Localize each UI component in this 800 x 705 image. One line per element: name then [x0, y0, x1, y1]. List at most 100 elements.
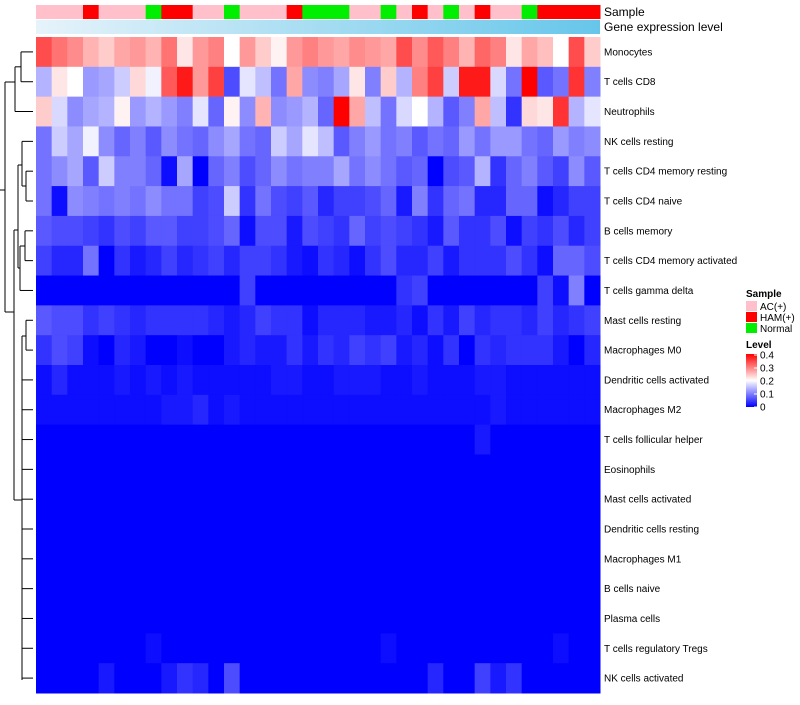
heatmap-cell [412, 156, 429, 187]
heatmap-cell [83, 186, 100, 217]
heatmap-cell [302, 126, 319, 157]
heatmap-cell [349, 484, 366, 515]
heatmap-cell [114, 245, 131, 277]
heatmap-cell [553, 394, 570, 426]
heatmap-cell [114, 514, 131, 545]
heatmap-cell [333, 484, 350, 515]
heatmap-cell [365, 275, 382, 306]
heatmap-cell [333, 186, 350, 217]
heatmap-cell [271, 37, 288, 68]
heatmap-cell [490, 186, 507, 217]
heatmap-cell [333, 126, 350, 157]
heatmap-cell [349, 633, 366, 664]
heatmap-cell [286, 305, 303, 336]
row-label: Macrophages M0 [604, 346, 682, 357]
heatmap-cell [98, 245, 115, 277]
heatmap-cell [255, 126, 272, 157]
heatmap-cell [208, 186, 225, 217]
heatmap-cell [490, 335, 507, 366]
sample-annotation-cell [145, 5, 162, 19]
heatmap-cell [537, 365, 554, 396]
heatmap-cell [443, 484, 460, 515]
heatmap-cell [192, 215, 209, 247]
sample-annotation-cell [286, 5, 303, 19]
heatmap-cell [490, 424, 507, 455]
heatmap-cell [349, 37, 366, 68]
heatmap-cell [83, 603, 100, 634]
heatmap-cell [553, 633, 570, 664]
heatmap-cell [130, 275, 147, 306]
heatmap-cell [177, 394, 194, 426]
heatmap-cell [161, 603, 178, 634]
heatmap-cell [318, 335, 335, 366]
heatmap-cell [286, 663, 303, 694]
heatmap-cell [208, 275, 225, 306]
heatmap-cell [36, 633, 53, 664]
heatmap-cell [98, 573, 115, 605]
heatmap-cell [459, 156, 476, 187]
heatmap-cell [584, 424, 601, 455]
heatmap-cell [271, 245, 288, 277]
heatmap-cell [459, 275, 476, 306]
heatmap-cell [521, 573, 538, 605]
heatmap-cell [553, 66, 570, 98]
heatmap-cell [333, 663, 350, 694]
heatmap-cell [537, 156, 554, 187]
heatmap-cell [396, 275, 413, 306]
heatmap-cell [286, 603, 303, 634]
heatmap-cell [318, 156, 335, 187]
heatmap-cell [145, 186, 162, 217]
heatmap-cell [286, 484, 303, 515]
heatmap-cell [584, 633, 601, 664]
heatmap-cell [98, 37, 115, 68]
heatmap-cell [365, 335, 382, 366]
heatmap-cell [98, 543, 115, 575]
heatmap-cell [83, 663, 100, 694]
heatmap-cell [568, 156, 585, 187]
heatmap-cell [271, 663, 288, 694]
heatmap-cell [427, 484, 444, 515]
heatmap-cell [51, 424, 68, 455]
sample-annotation-cell [239, 5, 256, 19]
heatmap-cell [380, 186, 397, 217]
heatmap-cell [506, 603, 523, 634]
heatmap-cell [318, 126, 335, 157]
heatmap-cell [67, 365, 84, 396]
heatmap-cell [412, 454, 429, 485]
heatmap-cell [412, 66, 429, 98]
heatmap-cell [271, 126, 288, 157]
heatmap-cell [51, 96, 68, 127]
heatmap-cell [224, 186, 241, 217]
heatmap-cell [506, 126, 523, 157]
heatmap-cell [396, 484, 413, 515]
heatmap-cell [584, 66, 601, 98]
heatmap-cell [459, 186, 476, 217]
sample-annotation-cell [98, 5, 115, 19]
heatmap-cell [521, 663, 538, 694]
heatmap-cell [412, 663, 429, 694]
heatmap-cell [286, 394, 303, 426]
heatmap-cell [396, 365, 413, 396]
heatmap-cell [271, 335, 288, 366]
heatmap-cell [51, 186, 68, 217]
sample-annotation-cell [521, 5, 538, 19]
heatmap-cell [537, 96, 554, 127]
heatmap-cell [51, 514, 68, 545]
heatmap-cell [239, 633, 256, 664]
heatmap-cell [51, 245, 68, 277]
annotation-label-expression: Gene expression level [604, 20, 723, 34]
heatmap-cell [271, 96, 288, 127]
heatmap-cell [224, 126, 241, 157]
heatmap-cell [208, 484, 225, 515]
annotation-label-sample: Sample [604, 5, 645, 19]
heatmap-cell [349, 305, 366, 336]
heatmap-cell [177, 633, 194, 664]
heatmap-cell [490, 275, 507, 306]
heatmap-cell [192, 424, 209, 455]
level-colorbar [746, 354, 757, 407]
heatmap-cell [302, 215, 319, 247]
heatmap-cell [506, 186, 523, 217]
heatmap-cell [302, 454, 319, 485]
heatmap-cell [83, 365, 100, 396]
